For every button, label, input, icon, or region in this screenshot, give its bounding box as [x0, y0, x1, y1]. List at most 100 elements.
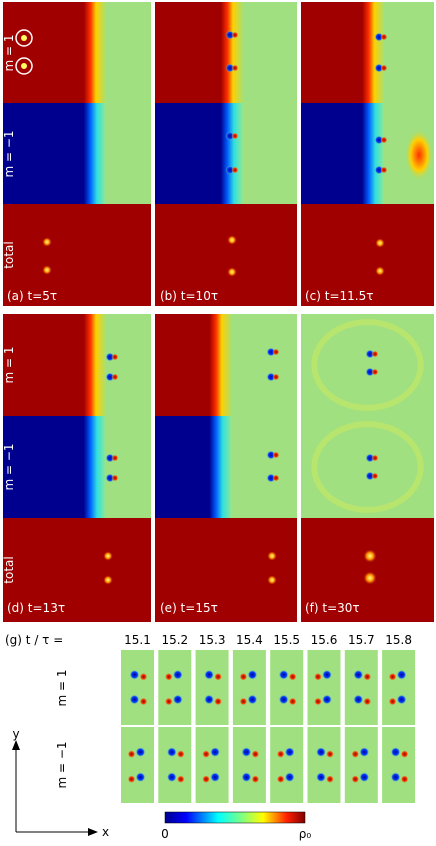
- vortex-halo: [388, 672, 397, 681]
- density-cell: [195, 727, 229, 803]
- time-label: 15.3: [199, 633, 226, 647]
- vortex-halo: [276, 775, 285, 784]
- vortex-halo: [139, 697, 148, 706]
- vortex-core: [365, 471, 375, 481]
- density-cell: [232, 650, 266, 725]
- panel-label: (c) t=11.5τ: [305, 289, 373, 303]
- vortex-core: [135, 747, 146, 758]
- vortex-core: [353, 694, 364, 705]
- density-cell: [232, 727, 266, 803]
- vortex-core: [105, 372, 115, 382]
- vortex-halo: [127, 750, 136, 759]
- panel-label: (a) t=5τ: [7, 289, 57, 303]
- time-label: 15.8: [385, 633, 412, 647]
- interface: [362, 2, 385, 103]
- vortex-core: [241, 747, 252, 758]
- interface: [362, 103, 385, 204]
- domain: [155, 416, 212, 518]
- vortex-halo: [363, 672, 372, 681]
- interface: [83, 103, 106, 204]
- density-cell: [3, 204, 151, 306]
- density-cell: [270, 727, 304, 803]
- vortex-core: [322, 669, 332, 680]
- vortex-core: [365, 453, 375, 463]
- vortex-halo: [176, 750, 185, 759]
- domain: [155, 2, 223, 103]
- vortex-core: [227, 267, 237, 277]
- vortex-halo: [127, 775, 136, 784]
- density-cell: [301, 518, 434, 622]
- time-label: 15.4: [236, 633, 263, 647]
- axis-label: y: [12, 727, 19, 741]
- vortex-core: [363, 549, 377, 563]
- vortex-halo: [239, 697, 248, 706]
- vortex-halo: [272, 373, 280, 381]
- vortex-halo: [164, 697, 173, 706]
- vortex-core: [359, 747, 370, 758]
- density-cell: [3, 518, 151, 622]
- vortex-core: [322, 694, 332, 705]
- panel-label: (d) t=13τ: [7, 601, 65, 615]
- vortex-halo: [288, 697, 297, 706]
- panel-label: (e) t=15τ: [160, 601, 218, 615]
- density-cell: [344, 727, 378, 803]
- vortex-core: [210, 747, 221, 758]
- vortex-core: [247, 669, 258, 680]
- axis-label: x: [102, 825, 109, 839]
- panel-label: (b) t=10τ: [160, 289, 218, 303]
- vortex-core: [365, 367, 375, 377]
- density-cell: [301, 416, 434, 518]
- vortex-core: [241, 772, 252, 783]
- domain: [301, 2, 365, 103]
- vortex-core: [266, 347, 276, 357]
- vortex-halo: [111, 353, 119, 361]
- density-cell: [155, 204, 297, 306]
- vortex-core: [225, 30, 235, 40]
- interface: [83, 416, 106, 518]
- labels: m = 1 m = −1 total (a) t=5τ (b) t=10τ (c…: [2, 34, 373, 841]
- domain: [155, 103, 223, 204]
- vortex-core: [166, 772, 177, 783]
- vortex-halo: [371, 368, 379, 376]
- time-label: 15.6: [311, 633, 338, 647]
- vortex-core: [266, 450, 276, 460]
- density-cell: [121, 727, 154, 803]
- density-cell: [382, 727, 416, 803]
- vortex-core: [363, 571, 377, 585]
- vortex-halo: [111, 454, 119, 462]
- vortex-core: [21, 63, 27, 69]
- vortex-halo: [164, 672, 173, 681]
- vortex-core: [284, 747, 295, 758]
- vortex-halo: [202, 750, 211, 759]
- vortex-core: [225, 63, 235, 73]
- vortex-halo: [239, 672, 248, 681]
- density-cell: [307, 727, 341, 803]
- vortex-core: [284, 772, 295, 783]
- vortex-core: [316, 747, 326, 758]
- density-cell: [382, 650, 416, 725]
- interface: [220, 2, 243, 103]
- vortex-halo: [371, 454, 379, 462]
- vortex-core: [204, 669, 215, 680]
- row-label: m = −1: [2, 130, 16, 177]
- row-label: m = 1: [2, 34, 16, 71]
- interface: [209, 416, 232, 518]
- vortex-halo: [251, 775, 260, 784]
- interface: [209, 314, 232, 416]
- vortex-halo: [111, 373, 119, 381]
- vortex-core: [266, 473, 276, 483]
- vortex-core: [204, 694, 215, 705]
- density-cell: [270, 650, 304, 725]
- vortex-halo: [314, 697, 322, 706]
- vortex-halo: [231, 166, 239, 174]
- vortex-core: [374, 63, 384, 73]
- domain: [3, 103, 86, 204]
- vortex-halo: [371, 350, 379, 358]
- vortex-core: [390, 747, 401, 758]
- density-cell: [158, 727, 192, 803]
- vortex-halo: [351, 775, 360, 784]
- vortex-halo: [251, 750, 260, 759]
- colorbar: [164, 811, 306, 824]
- vortex-core: [266, 372, 276, 382]
- vortex-halo: [388, 697, 397, 706]
